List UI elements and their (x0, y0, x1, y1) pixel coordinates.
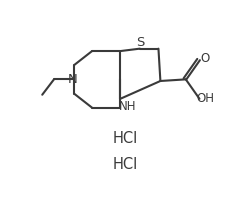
Text: N: N (68, 73, 77, 86)
Text: OH: OH (197, 92, 215, 105)
Text: HCl: HCl (113, 157, 138, 172)
Text: S: S (136, 37, 145, 50)
Text: HCl: HCl (113, 131, 138, 146)
Text: NH: NH (118, 100, 136, 113)
Text: O: O (200, 51, 210, 64)
